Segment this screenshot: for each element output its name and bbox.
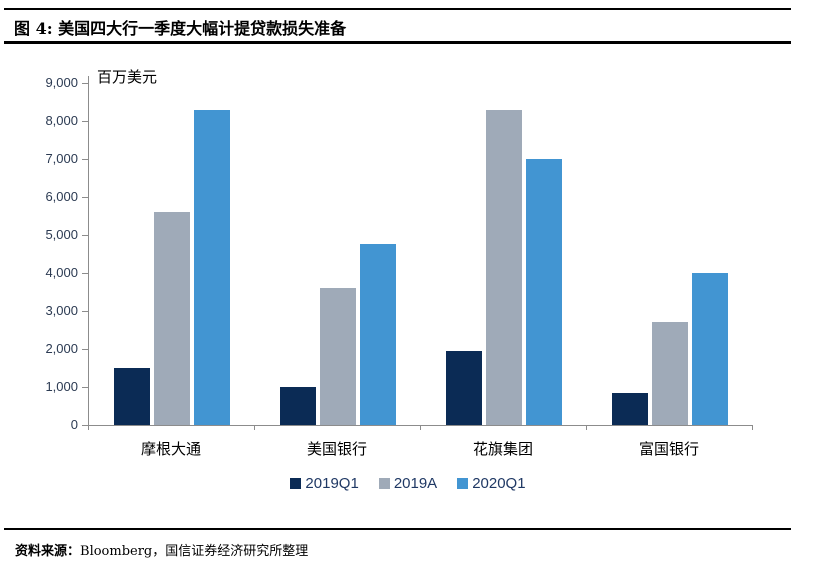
y-tick-mark [82,235,88,236]
x-category-label: 摩根大通 [140,440,201,458]
y-tick-mark [82,349,88,350]
bar-2019A-摩根大通 [154,212,190,425]
y-tick-mark [82,83,88,84]
y-tick-mark [82,121,88,122]
y-tick-mark [82,387,88,388]
source-label: 资料来源： [15,544,81,559]
title-underline-rule [4,41,791,44]
bar-2019Q1-美国银行 [280,387,316,425]
y-tick-mark [82,311,88,312]
y-tick-mark [82,425,88,426]
y-tick-label: 6,000 [45,189,78,204]
x-tick-mark [88,426,89,430]
x-tick-mark [586,426,587,430]
bar-groups [89,76,753,425]
x-category-label: 花旗集团 [472,440,533,458]
y-tick-label: 8,000 [45,113,78,128]
legend-label: 2019Q1 [305,475,359,492]
legend-swatch-icon [378,478,390,489]
bar-2020Q1-富国银行 [692,273,728,425]
figure-title: 图 4: 美国四大行一季度大幅计提贷款损失准备 [14,19,347,38]
footer-rule [4,528,791,530]
y-tick-mark [82,159,88,160]
bar-2019A-富国银行 [652,322,688,425]
legend-swatch-icon [290,478,302,489]
bar-2019A-美国银行 [320,288,356,425]
y-tick-label: 2,000 [45,341,78,356]
legend-item-2020Q1: 2020Q1 [457,475,526,492]
y-tick-mark [82,197,88,198]
legend-item-2019A: 2019A [378,475,438,492]
y-tick-label: 9,000 [45,75,78,90]
bar-2020Q1-摩根大通 [194,110,230,425]
x-category-label: 美国银行 [306,440,367,458]
bar-group-3 [421,76,587,425]
y-axis-unit-label: 百万美元 [97,68,158,86]
bar-2019Q1-摩根大通 [114,368,150,425]
legend-item-2019Q1: 2019Q1 [290,475,359,492]
legend-label: 2020Q1 [472,475,526,492]
y-tick-label: 4,000 [45,265,78,280]
bar-2020Q1-花旗集团 [526,159,562,425]
bar-2019Q1-富国银行 [612,393,648,425]
bar-2019Q1-花旗集团 [446,351,482,425]
x-tick-mark [752,426,753,430]
y-tick-label: 5,000 [45,227,78,242]
bar-group-2 [255,76,421,425]
legend-swatch-icon [457,478,469,489]
bar-2019A-花旗集团 [486,110,522,425]
bar-group-4 [587,76,753,425]
x-tick-mark [254,426,255,430]
bar-chart-plot-area [88,76,753,426]
bar-2020Q1-美国银行 [360,244,396,425]
y-tick-label: 1,000 [45,379,78,394]
x-tick-mark [420,426,421,430]
y-tick-label: 3,000 [45,303,78,318]
x-category-label: 富国银行 [638,440,699,458]
source-note: 资料来源：Bloomberg，国信证券经济研究所整理 [15,540,308,559]
y-tick-label: 7,000 [45,151,78,166]
legend-label: 2019A [393,475,438,492]
chart-legend: 2019Q1 2019A 2020Q1 [0,475,816,492]
source-text: Bloomberg，国信证券经济研究所整理 [80,544,309,559]
top-rule [4,8,791,10]
y-tick-label: 0 [70,417,78,432]
y-tick-mark [82,273,88,274]
bar-group-1 [89,76,255,425]
